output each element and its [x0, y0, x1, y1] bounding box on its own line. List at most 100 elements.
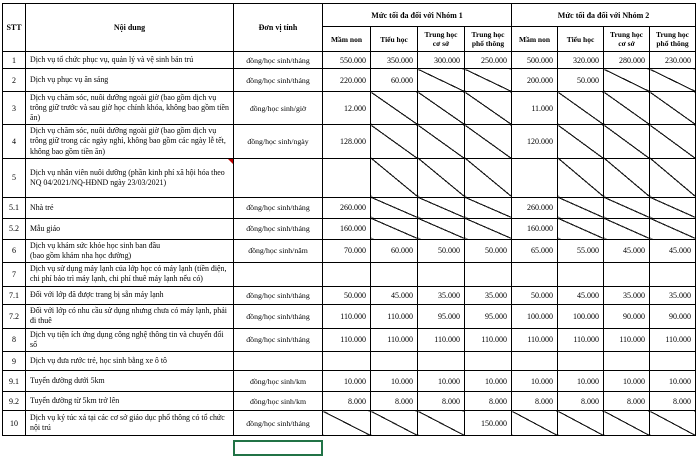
cell-unit[interactable]: đồng/học sinh/năm [233, 238, 323, 263]
cell-value[interactable]: 45.000 [649, 238, 697, 263]
cell-not-applicable[interactable] [557, 90, 605, 126]
cell-value[interactable]: 35.000 [603, 285, 651, 305]
cell-value[interactable]: 100.000 [511, 303, 559, 329]
cell-content[interactable]: Mẫu giáo [25, 217, 234, 240]
cell-stt[interactable]: 2 [2, 68, 26, 92]
subheader-g1-tieu-hoc[interactable]: Tiểu học [370, 26, 418, 52]
cell-value[interactable]: 65.000 [511, 238, 559, 263]
cell-stt[interactable]: 9.1 [2, 370, 26, 393]
cell-value[interactable]: 250.000 [463, 51, 513, 69]
cell-value[interactable] [603, 261, 651, 287]
cell-value[interactable]: 8.000 [649, 391, 697, 412]
cell-content[interactable]: Dịch vụ chăm sóc, nuôi dưỡng ngoài giờ (… [25, 90, 234, 126]
cell-not-applicable[interactable] [649, 196, 697, 219]
cell-not-applicable[interactable] [417, 217, 465, 240]
cell-content[interactable]: Dịch vụ phục vụ ăn sáng [25, 68, 234, 92]
cell-not-applicable[interactable] [511, 410, 559, 437]
cell-value[interactable] [322, 157, 371, 198]
cell-value[interactable]: 60.000 [370, 68, 418, 92]
cell-value[interactable]: 50.000 [322, 285, 371, 305]
cell-value[interactable]: 110.000 [557, 327, 605, 353]
cell-value[interactable] [417, 261, 465, 287]
cell-stt[interactable]: 10 [2, 410, 26, 437]
cell-value[interactable]: 50.000 [557, 68, 605, 92]
cell-value[interactable]: 110.000 [603, 327, 651, 353]
cell-value[interactable]: 10.000 [463, 370, 513, 393]
cell-value[interactable] [649, 351, 697, 372]
cell-value[interactable]: 10.000 [370, 370, 418, 393]
cell-not-applicable[interactable] [463, 90, 513, 126]
cell-value[interactable]: 10.000 [649, 370, 697, 393]
cell-stt[interactable]: 1 [2, 51, 26, 69]
cell-stt[interactable]: 7.2 [2, 303, 26, 329]
cell-value[interactable]: 60.000 [370, 238, 418, 263]
cell-unit[interactable]: đồng/học sinh/tháng [233, 410, 323, 437]
cell-not-applicable[interactable] [463, 157, 513, 198]
cell-content[interactable]: Tuyến đường dưới 5km [25, 370, 234, 393]
cell-unit[interactable]: đồng/học sinh/tháng [233, 285, 323, 305]
cell-value[interactable] [417, 351, 465, 372]
cell-value[interactable]: 8.000 [603, 391, 651, 412]
subheader-g1-thpt[interactable]: Trung học phổ thông [463, 26, 513, 52]
cell-value[interactable]: 230.000 [649, 51, 697, 69]
cell-not-applicable[interactable] [603, 90, 651, 126]
cell-unit[interactable]: đồng/học sinh/tháng [233, 51, 323, 69]
cell-value[interactable]: 350.000 [370, 51, 418, 69]
subheader-g2-tieu-hoc[interactable]: Tiểu học [557, 26, 605, 52]
cell-not-applicable[interactable] [557, 124, 605, 159]
cell-not-applicable[interactable] [463, 124, 513, 159]
cell-value[interactable] [649, 261, 697, 287]
cell-not-applicable[interactable] [649, 68, 697, 92]
cell-value[interactable]: 260.000 [511, 196, 559, 219]
cell-unit[interactable]: đồng/học sinh/ngày [233, 124, 323, 159]
cell-not-applicable[interactable] [649, 157, 697, 198]
cell-value[interactable]: 10.000 [603, 370, 651, 393]
cell-unit[interactable]: đồng/học sinh/tháng [233, 303, 323, 329]
cell-value[interactable]: 500.000 [511, 51, 559, 69]
cell-value[interactable]: 70.000 [322, 238, 371, 263]
cell-not-applicable[interactable] [649, 217, 697, 240]
cell-content[interactable]: Nhà trẻ [25, 196, 234, 219]
cell-value[interactable] [557, 261, 605, 287]
cell-value[interactable]: 110.000 [417, 327, 465, 353]
cell-value[interactable] [370, 351, 418, 372]
cell-value[interactable]: 120.000 [511, 124, 559, 159]
cell-value[interactable]: 550.000 [322, 51, 371, 69]
cell-stt[interactable]: 8 [2, 327, 26, 353]
cell-value[interactable]: 8.000 [557, 391, 605, 412]
cell-not-applicable[interactable] [370, 196, 418, 219]
cell-value[interactable]: 35.000 [649, 285, 697, 305]
cell-value[interactable]: 50.000 [511, 285, 559, 305]
cell-not-applicable[interactable] [649, 124, 697, 159]
cell-value[interactable]: 110.000 [511, 327, 559, 353]
cell-not-applicable[interactable] [603, 217, 651, 240]
cell-not-applicable[interactable] [603, 196, 651, 219]
cell-value[interactable]: 10.000 [322, 370, 371, 393]
cell-content[interactable]: Dịch vụ chăm sóc, nuôi dưỡng ngoài giờ (… [25, 124, 234, 159]
cell-value[interactable]: 95.000 [463, 303, 513, 329]
cell-unit[interactable]: đồng/học sinh/tháng [233, 327, 323, 353]
cell-unit[interactable]: đồng/học sinh/km [233, 391, 323, 412]
cell-value[interactable]: 50.000 [463, 238, 513, 263]
subheader-g2-thcs[interactable]: Trung học cơ sở [603, 26, 651, 52]
cell-not-applicable[interactable] [463, 196, 513, 219]
cell-value[interactable]: 110.000 [322, 327, 371, 353]
cell-value[interactable] [603, 351, 651, 372]
cell-not-applicable[interactable] [370, 217, 418, 240]
cell-not-applicable[interactable] [463, 217, 513, 240]
cell-value[interactable] [322, 261, 371, 287]
cell-not-applicable[interactable] [417, 196, 465, 219]
cell-value[interactable]: 45.000 [603, 238, 651, 263]
cell-value[interactable]: 110.000 [370, 303, 418, 329]
cell-unit[interactable]: đồng/học sinh/tháng [233, 217, 323, 240]
cell-value[interactable]: 100.000 [557, 303, 605, 329]
cell-not-applicable[interactable] [417, 410, 465, 437]
cell-not-applicable[interactable] [649, 410, 697, 437]
cell-value[interactable]: 8.000 [511, 391, 559, 412]
cell-not-applicable[interactable] [557, 217, 605, 240]
cell-content[interactable]: Dịch vụ nhân viên nuôi dưỡng (phần kinh … [25, 157, 234, 198]
col-header-unit[interactable]: Đơn vị tính [233, 3, 323, 52]
cell-unit[interactable]: đồng/học sinh/km [233, 370, 323, 393]
cell-not-applicable[interactable] [649, 90, 697, 126]
cell-content[interactable]: Dịch vụ sử dụng máy lạnh của lớp học có … [25, 261, 234, 287]
